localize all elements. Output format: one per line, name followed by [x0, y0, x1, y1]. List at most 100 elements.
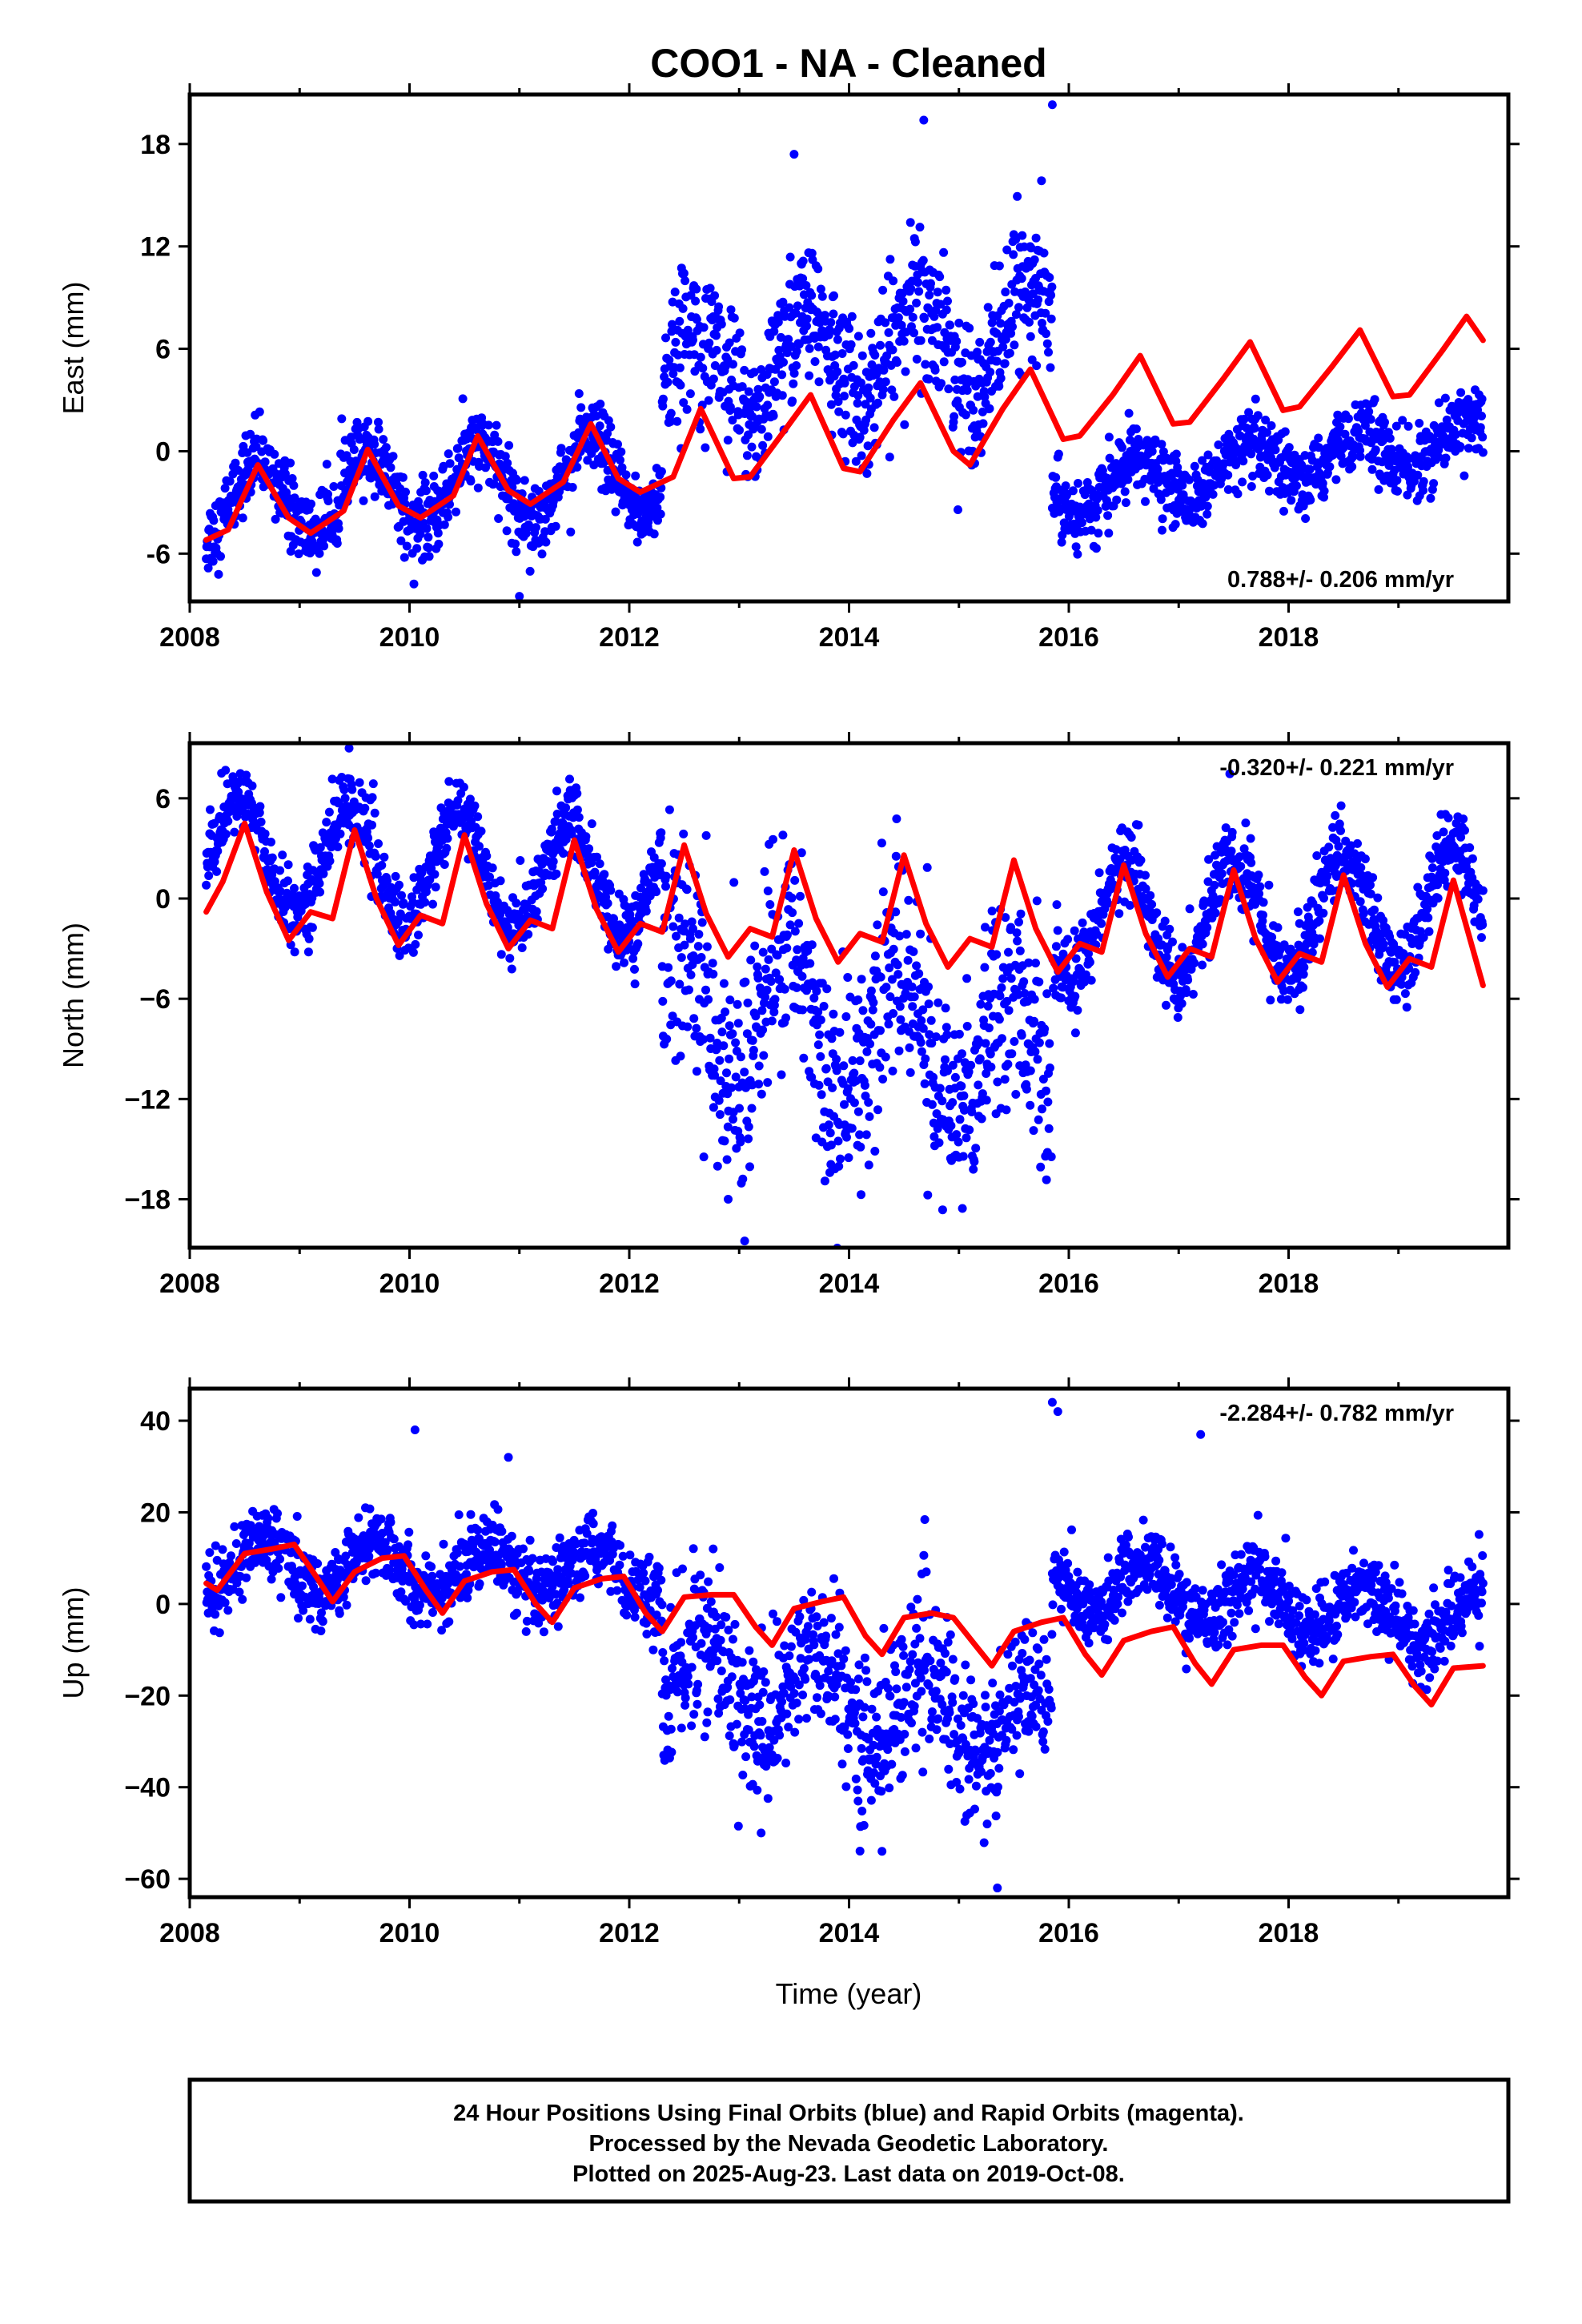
position-point: [1188, 990, 1198, 999]
position-point: [433, 529, 443, 538]
outlier-point: [1047, 100, 1057, 110]
position-point: [470, 801, 480, 810]
position-point: [692, 315, 701, 324]
position-point: [771, 968, 781, 978]
position-point: [482, 851, 492, 861]
x-tick-label: 2012: [599, 1269, 660, 1299]
position-point: [271, 514, 280, 524]
position-point: [1314, 443, 1323, 452]
position-point: [767, 1016, 777, 1026]
position-point: [1373, 893, 1383, 903]
position-point: [1136, 855, 1146, 865]
position-point: [255, 407, 264, 416]
position-point: [836, 1154, 845, 1164]
position-point: [1400, 989, 1410, 999]
position-point: [849, 360, 858, 370]
position-point: [742, 1029, 752, 1039]
position-point: [873, 1105, 882, 1115]
position-point: [273, 1509, 282, 1518]
position-point: [1356, 862, 1366, 872]
position-point: [1167, 468, 1177, 478]
position-point: [889, 276, 898, 286]
position-point: [962, 1133, 971, 1143]
position-point: [595, 859, 604, 869]
position-point: [443, 834, 452, 843]
position-point: [764, 955, 773, 964]
position-point: [332, 539, 342, 548]
position-point: [853, 995, 863, 1004]
position-point: [822, 984, 832, 994]
position-point: [496, 876, 505, 886]
position-point: [465, 794, 475, 804]
position-point: [1023, 996, 1033, 1006]
position-point: [837, 349, 847, 358]
y-tick-label: 0: [155, 436, 171, 467]
position-point: [1070, 1028, 1080, 1038]
position-point: [566, 527, 576, 537]
position-point: [600, 870, 609, 879]
position-point: [993, 1077, 1002, 1087]
position-point: [975, 337, 985, 347]
position-point: [639, 528, 648, 537]
position-point: [864, 1098, 873, 1107]
position-point: [1043, 1097, 1053, 1107]
position-point: [681, 919, 690, 929]
position-point: [1419, 933, 1428, 942]
position-point: [709, 374, 718, 384]
position-point: [889, 1009, 898, 1018]
position-point: [1440, 393, 1450, 403]
position-point: [1141, 870, 1150, 880]
position-point: [757, 1006, 767, 1015]
position-point: [307, 499, 315, 509]
position-point: [1355, 452, 1365, 461]
position-point: [431, 883, 440, 892]
position-point: [834, 1161, 844, 1171]
position-point: [1223, 485, 1233, 494]
position-point: [315, 549, 324, 558]
position-point: [673, 416, 682, 426]
position-point: [1030, 1016, 1039, 1026]
position-point: [918, 1005, 928, 1015]
position-point: [398, 472, 408, 482]
position-point: [242, 1573, 251, 1582]
position-point: [1160, 916, 1170, 926]
position-point: [905, 1043, 914, 1052]
position-point: [849, 1068, 859, 1078]
position-point: [1312, 851, 1322, 860]
position-point: [1451, 430, 1460, 439]
position-point: [754, 1061, 764, 1071]
position-point: [681, 276, 690, 286]
position-point: [1190, 461, 1199, 471]
position-point: [784, 335, 793, 344]
position-point: [779, 357, 788, 367]
position-point: [901, 328, 911, 337]
position-point: [1005, 348, 1014, 358]
position-point: [1006, 923, 1016, 932]
position-point: [1015, 946, 1025, 955]
position-point: [267, 853, 277, 862]
position-point: [1392, 476, 1402, 485]
position-point: [891, 907, 901, 917]
position-point: [916, 336, 926, 345]
east-rate-label: 0.788+/- 0.206 mm/yr: [1227, 567, 1454, 593]
position-point: [374, 424, 383, 434]
x-tick-label: 2018: [1259, 622, 1319, 653]
position-point: [793, 945, 802, 955]
position-point: [933, 287, 942, 297]
position-point: [994, 261, 1004, 271]
position-point: [1359, 908, 1368, 918]
position-point: [1047, 282, 1057, 292]
position-point: [986, 1062, 996, 1072]
position-point: [1126, 833, 1136, 842]
position-point: [1476, 423, 1485, 432]
position-point: [893, 313, 903, 323]
position-point: [211, 1610, 220, 1619]
position-point: [769, 834, 777, 844]
position-point: [290, 493, 299, 503]
position-point: [753, 962, 762, 971]
position-point: [1185, 475, 1194, 485]
position-point: [930, 365, 940, 375]
position-point: [611, 507, 620, 517]
position-point: [876, 972, 885, 982]
position-point: [391, 871, 400, 881]
